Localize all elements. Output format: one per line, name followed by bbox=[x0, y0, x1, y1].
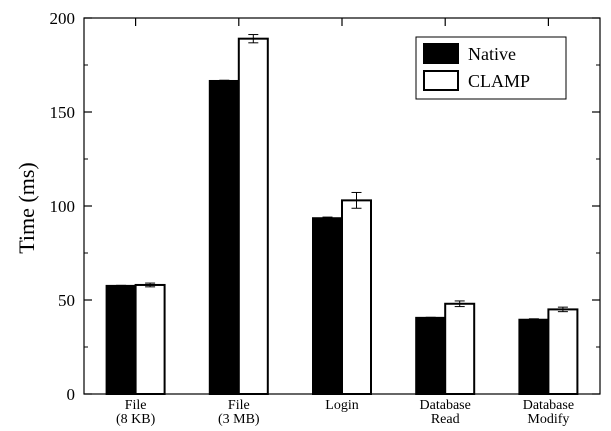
x-category-label: Database bbox=[420, 398, 471, 413]
bar-clamp bbox=[237, 37, 269, 396]
x-category-label: (8 KB) bbox=[116, 412, 156, 427]
y-axis-title: Time (ms) bbox=[14, 162, 39, 253]
x-category-label: Modify bbox=[527, 412, 569, 427]
bar-native bbox=[105, 284, 137, 395]
legend-swatch-native bbox=[423, 43, 459, 64]
y-tick-label: 0 bbox=[67, 385, 76, 404]
x-category-label: (3 MB) bbox=[218, 412, 260, 427]
bar-native bbox=[208, 79, 240, 395]
bar-clamp bbox=[134, 283, 166, 395]
bar-native bbox=[415, 316, 447, 395]
bar-clamp bbox=[547, 308, 579, 395]
x-category-label: Read bbox=[431, 412, 460, 427]
x-category-label: File bbox=[125, 398, 147, 413]
bar-clamp bbox=[444, 302, 476, 396]
y-tick-label: 100 bbox=[50, 197, 76, 216]
y-tick-label: 200 bbox=[50, 9, 76, 28]
legend: Native CLAMP bbox=[415, 36, 567, 100]
bar-native bbox=[312, 217, 343, 395]
legend-label-native: Native bbox=[468, 44, 516, 64]
bar-clamp bbox=[341, 199, 372, 395]
x-category-label: Login bbox=[325, 398, 358, 413]
x-category-label: Database bbox=[523, 398, 574, 413]
legend-label-clamp: CLAMP bbox=[468, 71, 530, 91]
x-category-label: File bbox=[228, 398, 250, 413]
legend-swatch-clamp bbox=[423, 70, 459, 91]
y-tick-label: 50 bbox=[58, 291, 75, 310]
bar-native bbox=[518, 318, 550, 395]
y-tick-label: 150 bbox=[50, 103, 76, 122]
